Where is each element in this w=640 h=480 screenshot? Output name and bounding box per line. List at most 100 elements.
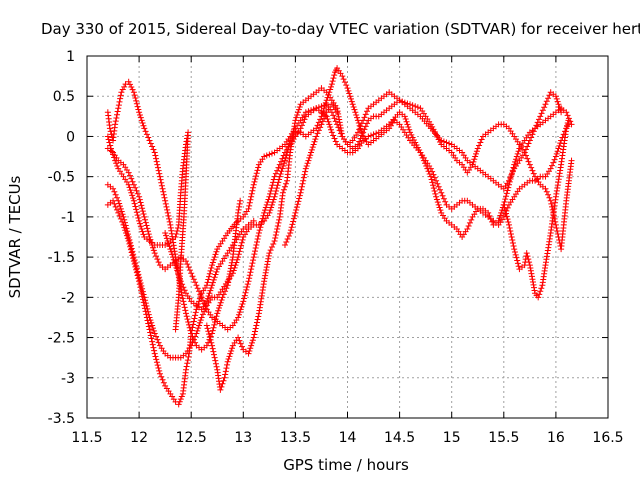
data-point: [250, 181, 257, 188]
data-point: [155, 167, 162, 174]
data-point: [264, 199, 271, 206]
data-point: [268, 201, 275, 208]
data-point: [300, 119, 307, 126]
data-point: [515, 148, 522, 155]
y-tick-label: 0: [66, 129, 75, 145]
data-point: [153, 333, 160, 340]
data-point: [315, 127, 322, 134]
data-point: [548, 162, 555, 169]
data-point: [210, 348, 217, 355]
data-point: [134, 103, 141, 110]
data-point: [145, 320, 152, 327]
data-point: [153, 356, 160, 363]
data-point: [522, 152, 529, 159]
data-point: [186, 267, 193, 274]
data-point: [563, 125, 570, 132]
data-point: [348, 98, 355, 105]
data-point: [236, 248, 243, 255]
data-point: [204, 279, 211, 286]
data-point: [546, 92, 553, 99]
data-point: [175, 401, 182, 408]
data-point: [273, 228, 280, 235]
data-point: [253, 170, 260, 177]
grid-lines: [87, 56, 608, 418]
data-point: [209, 345, 216, 352]
data-point: [130, 89, 137, 96]
data-point: [105, 136, 112, 143]
data-point: [235, 251, 242, 258]
data-point: [249, 260, 256, 267]
data-point: [252, 328, 259, 335]
data-point: [138, 225, 145, 232]
data-point: [526, 137, 533, 144]
data-point: [555, 101, 562, 108]
data-point: [412, 103, 419, 110]
data-point: [472, 153, 479, 160]
data-point: [529, 279, 536, 286]
data-point: [203, 322, 210, 329]
data-point: [253, 242, 260, 249]
data-point: [556, 103, 563, 110]
data-point: [275, 179, 282, 186]
x-tick-label: 14: [339, 430, 357, 446]
data-point: [118, 89, 125, 96]
data-point: [112, 191, 119, 198]
data-point: [192, 339, 199, 346]
data-point: [430, 171, 437, 178]
data-point: [406, 126, 413, 133]
data-point: [430, 185, 437, 192]
series-track-8: [281, 101, 341, 249]
data-point: [331, 72, 338, 79]
data-point: [272, 231, 279, 238]
data-point: [294, 111, 301, 118]
data-point: [526, 262, 533, 269]
data-point: [555, 145, 562, 152]
data-point: [151, 347, 158, 354]
data-point: [239, 236, 246, 243]
data-point: [107, 142, 114, 149]
data-point: [302, 168, 309, 175]
data-point: [246, 272, 253, 279]
data-point: [495, 217, 502, 224]
data-point: [465, 222, 472, 229]
data-point: [127, 187, 134, 194]
data-point: [149, 338, 156, 345]
data-point: [263, 264, 270, 271]
data-point: [311, 138, 318, 145]
data-point: [531, 284, 538, 291]
data-point: [288, 224, 295, 231]
data-point: [147, 317, 154, 324]
data-point: [473, 148, 480, 155]
data-point: [552, 218, 559, 225]
data-point: [141, 294, 148, 301]
data-point: [190, 276, 197, 283]
data-point: [246, 347, 253, 354]
data-point: [197, 291, 204, 298]
data-point: [239, 301, 246, 308]
data-point: [299, 180, 306, 187]
x-tick-label: 16: [547, 430, 565, 446]
data-point: [130, 197, 137, 204]
data-point: [209, 327, 216, 334]
data-point: [526, 259, 533, 266]
data-point: [206, 273, 213, 280]
data-point: [185, 264, 192, 271]
data-point: [542, 101, 549, 108]
data-point: [144, 225, 151, 232]
data-point: [210, 351, 217, 358]
data-point: [310, 141, 317, 148]
data-point: [237, 306, 244, 313]
data-point: [123, 225, 130, 232]
data-point: [281, 160, 288, 167]
data-point: [151, 330, 158, 337]
data-point: [354, 141, 361, 148]
data-point: [251, 251, 258, 258]
data-point: [281, 242, 288, 249]
data-point: [241, 292, 248, 299]
data-point: [354, 114, 361, 121]
series-track-3: [104, 89, 565, 333]
y-tick-label: -3: [61, 371, 75, 387]
data-point: [139, 285, 146, 292]
data-point: [564, 122, 571, 129]
data-point: [209, 279, 216, 286]
